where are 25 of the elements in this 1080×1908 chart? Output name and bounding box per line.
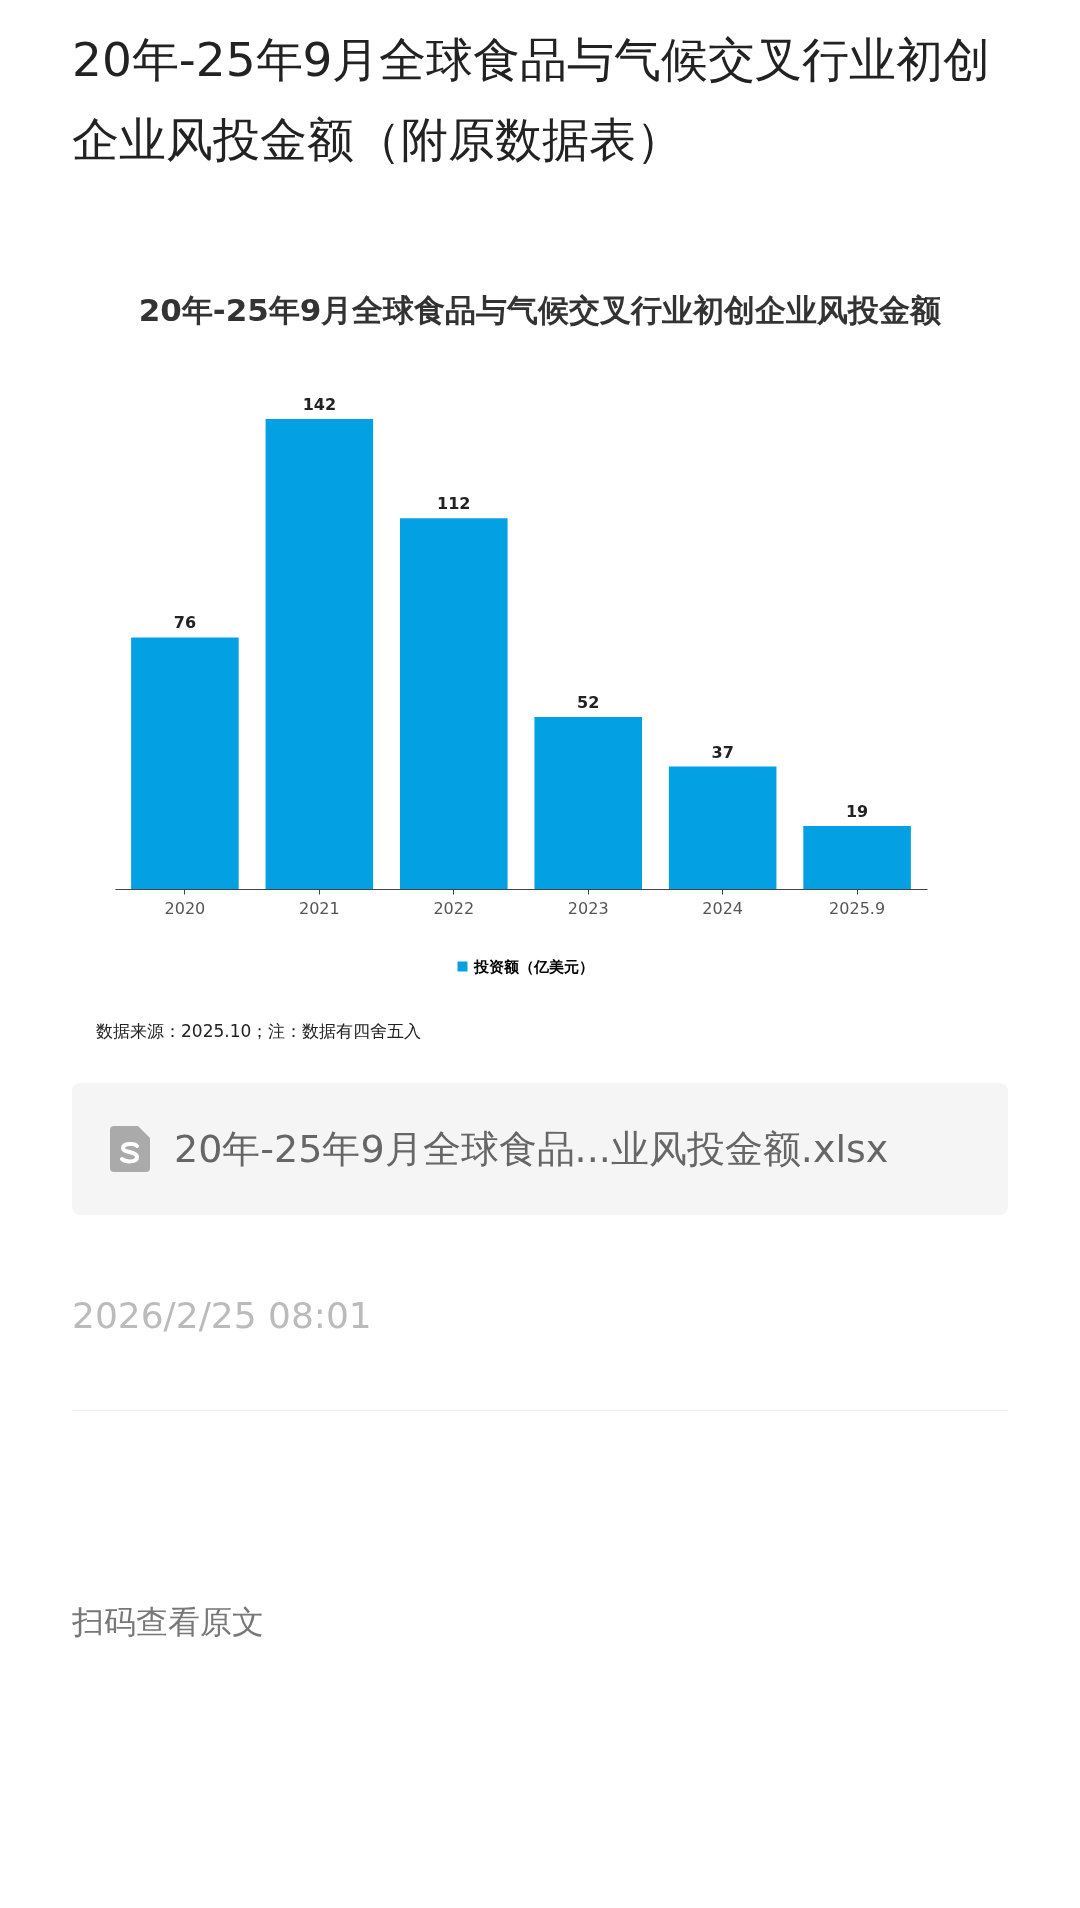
bar (668, 766, 777, 889)
chart-title: 20年-25年9月全球食品与气候交叉行业初创企业风投金额（附原数据表） (72, 31, 992, 169)
x-tick-label: 2022 (433, 898, 475, 918)
legend-label: 投资额（亿美元） (473, 957, 594, 976)
x-tick-label: 2023 (567, 898, 609, 918)
data-label: 52 (577, 692, 600, 712)
chart-subtitle: 20年-25年9月全球食品与气候交叉行业初创企业风投金额 (137, 291, 943, 330)
x-tick-label: 2021 (298, 898, 340, 918)
x-tick-label: 2024 (702, 898, 744, 918)
text: 2026/2/25 08:01 (72, 1295, 373, 1336)
data-label: 112 (437, 494, 471, 514)
source-note: 数据来源：2025.10；注：数据有四舍五入 (96, 1020, 423, 1043)
text: 扫码查看原文 (72, 1602, 265, 1643)
text: 20年-25年9月全球食品...业风投金额.xlsx (174, 1125, 889, 1173)
data-label: 76 (173, 613, 197, 633)
bar (803, 826, 911, 889)
bar (534, 716, 642, 889)
bar (131, 637, 239, 889)
x-tick-label: 2020 (164, 898, 206, 918)
data-label: 19 (845, 802, 869, 822)
data-label: 142 (302, 395, 337, 414)
bar (265, 419, 374, 889)
data-label: 37 (711, 742, 734, 762)
bar (400, 518, 508, 889)
x-tick-label: 2025.9 (829, 898, 886, 918)
